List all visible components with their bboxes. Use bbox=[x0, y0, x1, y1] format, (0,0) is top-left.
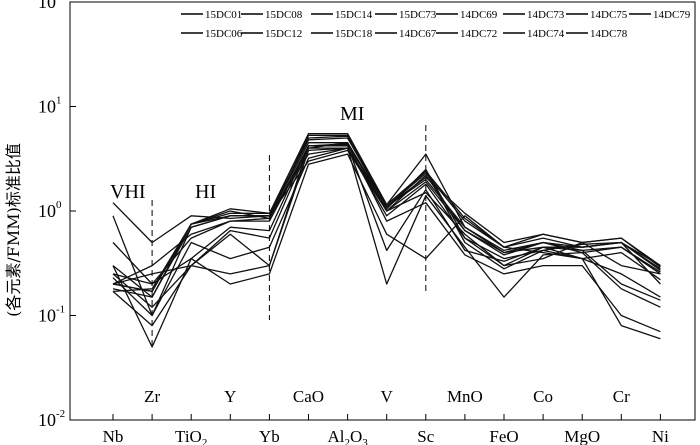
series-line bbox=[112, 149, 661, 301]
legend-label: 15DC08 bbox=[265, 9, 303, 21]
y-tick-label: 10-2 bbox=[38, 408, 65, 430]
region-label: MI bbox=[340, 103, 364, 125]
x-tick-label: Nb bbox=[103, 427, 124, 445]
legend-label: 14DC69 bbox=[460, 9, 498, 21]
legend-label: 15DC14 bbox=[335, 9, 373, 21]
region-dividers bbox=[151, 125, 427, 345]
series-line bbox=[112, 132, 661, 293]
legend-label: 15DC06 bbox=[205, 28, 243, 40]
x-tick-label: Al2O3 bbox=[327, 427, 368, 445]
x-tick-label: MgO bbox=[564, 427, 600, 445]
series-line bbox=[112, 147, 661, 317]
x-tick-label: Zr bbox=[144, 387, 160, 406]
x-tick-label: Y bbox=[224, 387, 236, 406]
region-label: HI bbox=[195, 181, 216, 203]
y-tick-label: 10-1 bbox=[38, 304, 65, 326]
y-tick-label: 101 bbox=[38, 95, 62, 117]
x-tick-label: CaO bbox=[293, 387, 324, 406]
series-line bbox=[112, 142, 661, 308]
x-tick-label: Ni bbox=[652, 427, 669, 445]
y-tick-label: 100 bbox=[38, 199, 62, 221]
plot-frame bbox=[69, 1, 696, 421]
y-tick-label: 102 bbox=[38, 0, 62, 12]
x-tick-label: TiO2 bbox=[175, 427, 207, 445]
series-line bbox=[112, 143, 661, 333]
region-labels: VHI HI MI bbox=[110, 103, 364, 203]
legend-label: 15DC18 bbox=[335, 28, 373, 40]
legend: 15DC01 15DC08 15DC14 15DC73 14DC69 14DC73 14DC… bbox=[181, 9, 691, 40]
legend-label: 15DC01 bbox=[205, 9, 242, 21]
series-lines bbox=[112, 132, 661, 348]
legend-label: 14DC78 bbox=[590, 28, 628, 40]
series-line bbox=[112, 153, 661, 348]
legend-label: 14DC72 bbox=[460, 28, 497, 40]
legend-label: 14DC73 bbox=[527, 9, 565, 21]
x-tick-label: V bbox=[381, 387, 394, 406]
legend-label: 15DC12 bbox=[265, 28, 302, 40]
legend-label: 15DC73 bbox=[399, 9, 437, 21]
series-line bbox=[112, 147, 661, 267]
x-axis: Nb Zr TiO2 Y Yb CaO Al2O3 V Sc MnO FeO Co MgO Cr Ni bbox=[103, 387, 670, 445]
series-line bbox=[112, 147, 661, 327]
legend-label: 14DC79 bbox=[653, 9, 691, 21]
x-tick-label: FeO bbox=[489, 427, 518, 445]
region-label: VHI bbox=[110, 181, 146, 203]
x-tick-label: Yb bbox=[259, 427, 280, 445]
x-tick-label: Cr bbox=[613, 387, 630, 406]
x-tick-label: MnO bbox=[447, 387, 483, 406]
y-axis: 10-2 10-1 100 101 102 bbox=[38, 0, 76, 430]
legend-label: 14DC75 bbox=[590, 9, 628, 21]
legend-label: 14DC74 bbox=[527, 28, 565, 40]
legend-label: 14DC67 bbox=[399, 28, 437, 40]
x-tick-label: Sc bbox=[417, 427, 434, 445]
x-tick-label: Co bbox=[533, 387, 553, 406]
